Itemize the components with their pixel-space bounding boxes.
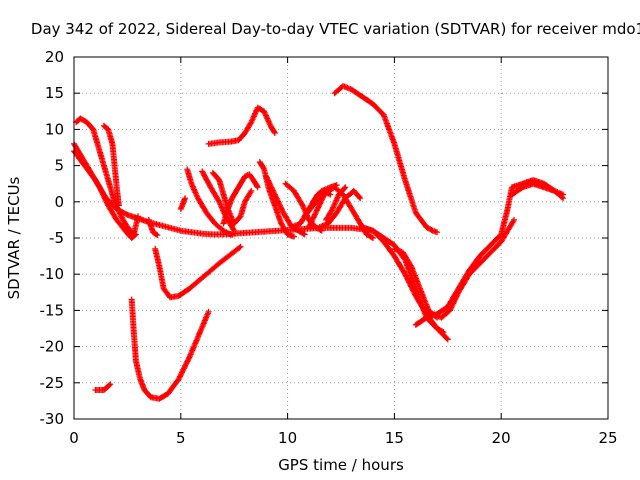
series-pass-x <box>331 83 441 236</box>
y-tick-label: -10 <box>40 265 65 283</box>
data-point-markers <box>92 381 114 393</box>
marker-layer <box>71 83 567 402</box>
data-point-markers <box>301 187 334 220</box>
series-pass-n <box>205 104 278 147</box>
x-tick-label: 10 <box>278 429 297 447</box>
x-tick-label: 20 <box>492 429 511 447</box>
y-tick-label: 0 <box>54 193 64 211</box>
x-tick-label: 5 <box>176 429 186 447</box>
series-pass-j <box>184 166 236 239</box>
y-tick-label: 10 <box>45 120 64 138</box>
data-point-markers <box>177 195 189 212</box>
chart-title: Day 342 of 2022, Sidereal Day-to-day VTE… <box>31 20 640 38</box>
series-pass-v <box>323 184 349 223</box>
data-point-markers <box>331 83 441 236</box>
series-pass-g <box>152 243 244 301</box>
y-axis-label: SDTVAR / TECUs <box>5 176 23 299</box>
data-point-markers <box>128 296 212 402</box>
x-tick-label: 15 <box>385 429 404 447</box>
x-axis-label: GPS time / hours <box>278 456 404 474</box>
series-pass-ad <box>508 180 567 198</box>
data-point-markers <box>220 171 261 227</box>
series-pass-w <box>301 187 334 220</box>
data-point-markers <box>145 216 161 239</box>
y-tick-label: -30 <box>40 410 65 428</box>
y-tick-label: 20 <box>45 48 64 66</box>
tick-layer: 0 5 10 15 20 25 -30 -25 -20 -15 -10 -5 0 5 10 15 20 <box>40 48 618 447</box>
data-point-markers <box>508 180 567 198</box>
data-point-markers <box>152 243 244 301</box>
data-point-markers <box>205 104 278 147</box>
grid-layer <box>74 57 608 419</box>
y-tick-label: -15 <box>40 301 65 319</box>
data-point-markers <box>316 187 364 231</box>
series-pass-h <box>145 216 161 239</box>
series-pass-ac <box>412 177 567 328</box>
y-tick-label: -25 <box>40 374 65 392</box>
series-pass-m <box>220 171 261 227</box>
data-point-markers <box>100 122 122 209</box>
x-tick-label: 25 <box>598 429 617 447</box>
y-tick-label: -20 <box>40 338 65 356</box>
data-point-markers <box>184 166 236 239</box>
data-point-markers <box>73 115 142 238</box>
y-tick-label: 15 <box>45 84 64 102</box>
series-pass-u <box>316 187 364 231</box>
x-tick-label: 0 <box>69 429 79 447</box>
data-point-markers <box>323 184 349 223</box>
series-pass-c <box>73 115 142 238</box>
series-pass-i <box>177 195 189 212</box>
series-pass-f <box>128 296 212 402</box>
data-point-markers <box>412 177 567 328</box>
y-tick-label: 5 <box>54 157 64 175</box>
series-pass-d <box>100 122 122 209</box>
y-tick-label: -5 <box>49 229 64 247</box>
series-pass-e <box>92 381 114 393</box>
